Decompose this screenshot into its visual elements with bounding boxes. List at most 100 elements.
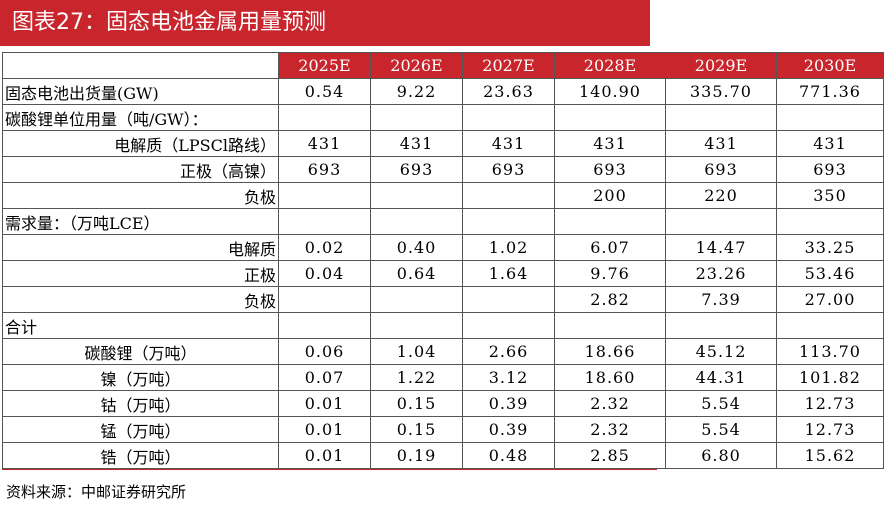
value-cell (278, 182, 371, 209)
value-cell: 0.39 (462, 390, 555, 417)
value-cell: 0.48 (462, 442, 555, 469)
value-cell: 693 (776, 156, 884, 183)
value-cell (776, 208, 884, 235)
value-cell: 0.64 (370, 260, 463, 287)
table-row: 电解质（LPSCl路线） 431 431 431 431 431 431 (2, 130, 884, 157)
source-note: 资料来源：中邮证券研究所 (6, 483, 187, 501)
value-cell (370, 286, 463, 313)
value-cell: 0.01 (278, 416, 371, 443)
value-cell: 53.46 (776, 260, 884, 287)
table-row: 碳酸锂（万吨） 0.06 1.04 2.66 18.66 45.12 113.70 (2, 338, 884, 365)
value-cell: 431 (370, 130, 463, 157)
value-cell: 5.54 (665, 416, 777, 443)
header-cell-2025e: 2025E (278, 52, 371, 79)
value-cell: 335.70 (665, 78, 777, 105)
value-cell: 0.04 (278, 260, 371, 287)
row-label: 碳酸锂（万吨） (2, 338, 279, 365)
value-cell: 15.62 (776, 442, 884, 469)
value-cell: 5.54 (665, 390, 777, 417)
header-cell-2028e: 2028E (554, 52, 666, 79)
value-cell (462, 286, 555, 313)
value-cell (665, 208, 777, 235)
header-cell-2029e: 2029E (665, 52, 777, 79)
value-cell (665, 104, 777, 131)
value-cell (370, 208, 463, 235)
row-label: 电解质（LPSCl路线） (2, 130, 279, 157)
value-cell: 2.32 (554, 416, 666, 443)
value-cell: 431 (278, 130, 371, 157)
value-cell: 18.66 (554, 338, 666, 365)
value-cell (278, 312, 371, 339)
value-cell: 27.00 (776, 286, 884, 313)
value-cell: 0.40 (370, 234, 463, 261)
header-row: 2025E 2026E 2027E 2028E 2029E 2030E (2, 52, 884, 79)
value-cell: 12.73 (776, 416, 884, 443)
value-cell: 220 (665, 182, 777, 209)
value-cell: 6.80 (665, 442, 777, 469)
value-cell (462, 104, 555, 131)
value-cell: 1.22 (370, 364, 463, 391)
footer-divider (2, 469, 657, 470)
value-cell: 3.12 (462, 364, 555, 391)
value-cell (278, 286, 371, 313)
value-cell: 0.39 (462, 416, 555, 443)
value-cell: 0.19 (370, 442, 463, 469)
value-cell: 0.54 (278, 78, 371, 105)
value-cell: 101.82 (776, 364, 884, 391)
table-row: 电解质 0.02 0.40 1.02 6.07 14.47 33.25 (2, 234, 884, 261)
value-cell: 2.85 (554, 442, 666, 469)
row-label: 合计 (2, 312, 279, 339)
value-cell: 2.82 (554, 286, 666, 313)
row-label: 负极 (2, 286, 279, 313)
row-label: 正极（高镍） (2, 156, 279, 183)
value-cell: 12.73 (776, 390, 884, 417)
forecast-table: 2025E 2026E 2027E 2028E 2029E 2030E 固态电池… (2, 52, 884, 469)
row-label: 钴（万吨） (2, 390, 279, 417)
value-cell: 1.02 (462, 234, 555, 261)
table-row: 正极 0.04 0.64 1.64 9.76 23.26 53.46 (2, 260, 884, 287)
value-cell: 693 (462, 156, 555, 183)
value-cell (370, 182, 463, 209)
value-cell: 23.26 (665, 260, 777, 287)
table-row: 固态电池出货量(GW) 0.54 9.22 23.63 140.90 335.70 771.… (2, 78, 884, 105)
table-row: 正极（高镍） 693 693 693 693 693 693 (2, 156, 884, 183)
value-cell: 0.06 (278, 338, 371, 365)
value-cell: 0.02 (278, 234, 371, 261)
value-cell: 2.32 (554, 390, 666, 417)
row-label: 正极 (2, 260, 279, 287)
value-cell: 7.39 (665, 286, 777, 313)
figure-title: 图表27：固态电池金属用量预测 (0, 0, 650, 46)
value-cell: 0.01 (278, 390, 371, 417)
header-cell-2030e: 2030E (776, 52, 884, 79)
value-cell: 350 (776, 182, 884, 209)
value-cell: 431 (554, 130, 666, 157)
value-cell: 431 (776, 130, 884, 157)
value-cell (665, 312, 777, 339)
header-cell-2026e: 2026E (370, 52, 463, 79)
value-cell: 18.60 (554, 364, 666, 391)
value-cell (462, 208, 555, 235)
value-cell (554, 208, 666, 235)
value-cell: 431 (665, 130, 777, 157)
value-cell: 693 (554, 156, 666, 183)
table-row: 负极 2.82 7.39 27.00 (2, 286, 884, 313)
value-cell: 0.15 (370, 416, 463, 443)
value-cell: 14.47 (665, 234, 777, 261)
table-row: 钴（万吨） 0.01 0.15 0.39 2.32 5.54 12.73 (2, 390, 884, 417)
value-cell: 113.70 (776, 338, 884, 365)
value-cell: 23.63 (462, 78, 555, 105)
value-cell (370, 312, 463, 339)
table-row: 碳酸锂单位用量（吨/GW）： (2, 104, 884, 131)
value-cell: 771.36 (776, 78, 884, 105)
value-cell: 693 (665, 156, 777, 183)
value-cell: 140.90 (554, 78, 666, 105)
table-row: 锆（万吨） 0.01 0.19 0.48 2.85 6.80 15.62 (2, 442, 884, 469)
value-cell: 693 (370, 156, 463, 183)
value-cell: 1.04 (370, 338, 463, 365)
table-body: 固态电池出货量(GW) 0.54 9.22 23.63 140.90 335.70 771.… (2, 78, 884, 469)
row-label: 锰（万吨） (2, 416, 279, 443)
row-label: 碳酸锂单位用量（吨/GW）： (2, 104, 279, 131)
value-cell (278, 208, 371, 235)
table-row: 负极 200 220 350 (2, 182, 884, 209)
value-cell: 693 (278, 156, 371, 183)
